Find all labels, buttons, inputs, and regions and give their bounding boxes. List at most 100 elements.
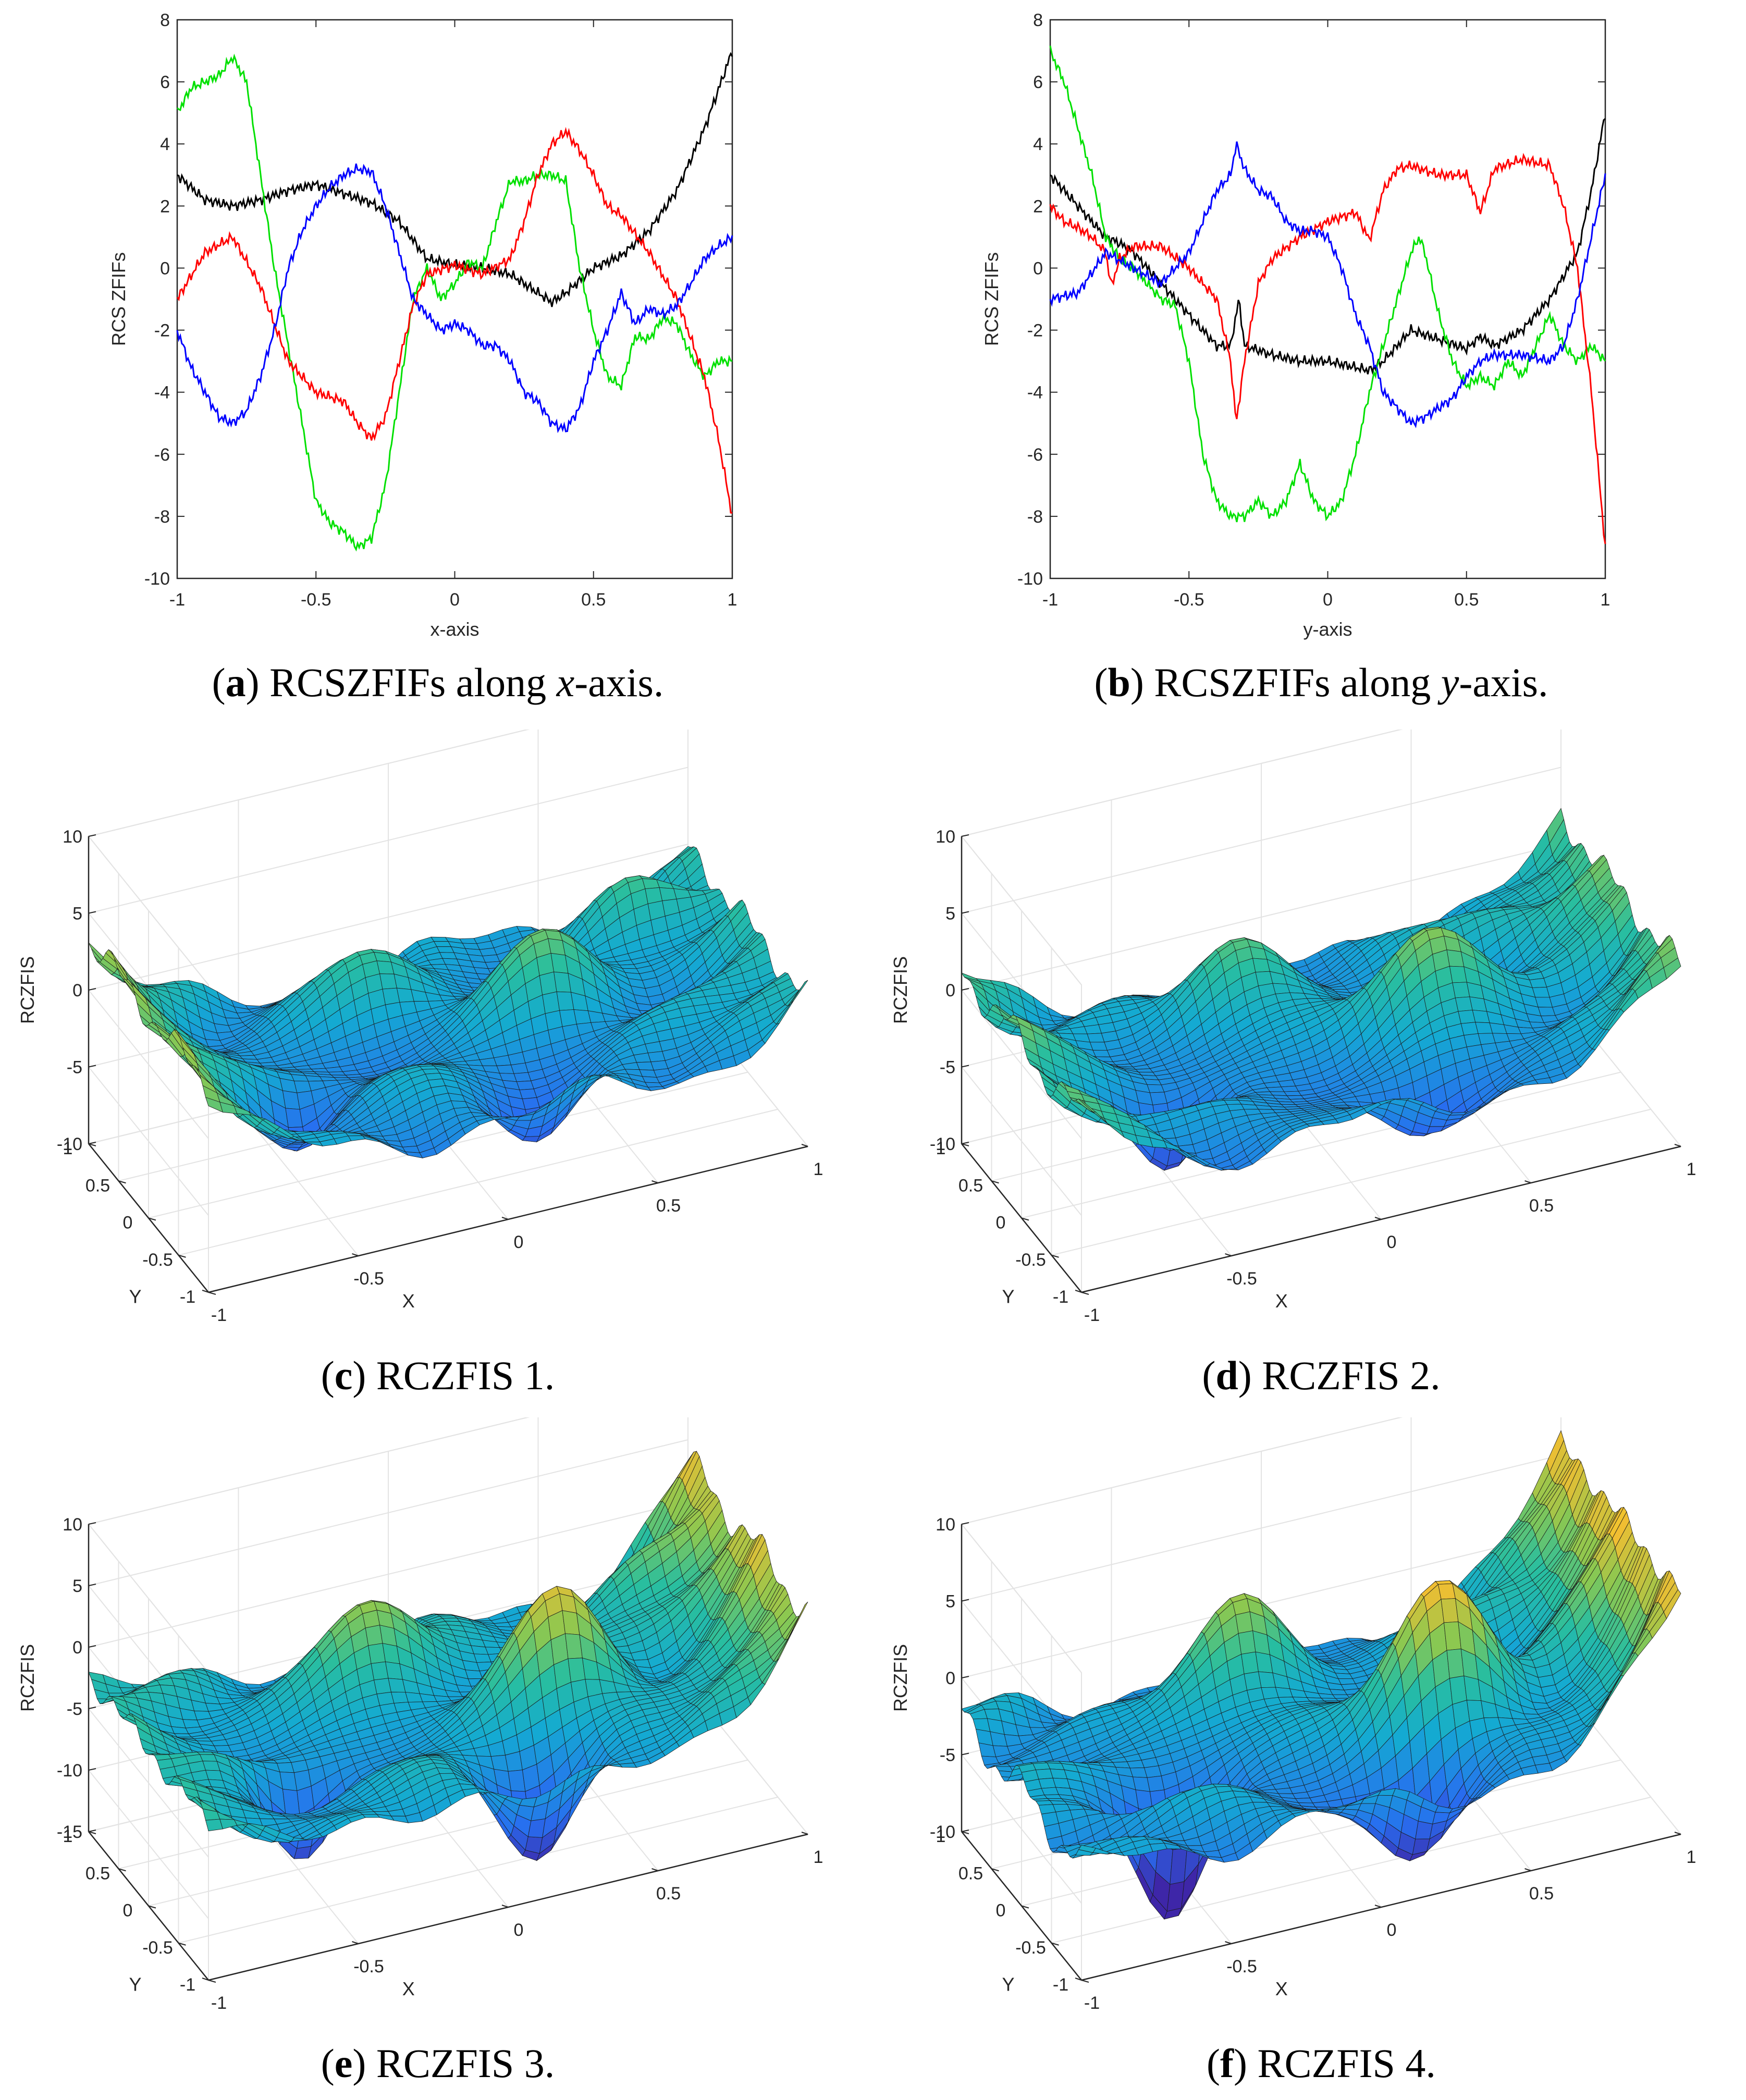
y-tick-label: -0.5 xyxy=(1015,1250,1046,1270)
surface-cell xyxy=(559,1009,577,1027)
surface-cell xyxy=(365,1625,383,1646)
surface-mesh xyxy=(88,1451,808,1861)
y-tick-label: 0 xyxy=(1033,258,1043,278)
x-tick-label: -1 xyxy=(1042,590,1058,610)
z-tick xyxy=(88,1142,96,1144)
x-tick xyxy=(1524,1180,1531,1183)
x-tick-label: -0.5 xyxy=(301,590,331,610)
surface-cell xyxy=(790,980,808,1004)
x-tick-label: 0.5 xyxy=(581,590,606,610)
series-line-2 xyxy=(1049,45,1606,523)
surface-cell xyxy=(1663,957,1681,980)
surface-mesh xyxy=(961,808,1681,1171)
x-axis-label: X xyxy=(1275,1290,1288,1312)
z-tick-label: -10 xyxy=(930,1134,955,1154)
z-tick xyxy=(961,988,969,991)
y-tick-label: 0 xyxy=(160,258,170,278)
x-tick xyxy=(352,1253,359,1256)
x-tick-label: -1 xyxy=(211,1305,227,1325)
x-tick xyxy=(1075,1290,1082,1293)
x-tick xyxy=(202,1290,209,1293)
y-tick-label: -8 xyxy=(154,507,170,527)
z-axis-label: RCZFIS xyxy=(890,956,911,1024)
y-tick-label: -2 xyxy=(154,321,170,341)
y-tick-label: 0.5 xyxy=(85,1176,110,1195)
x-axis-label: y-axis xyxy=(1303,619,1352,640)
surface-mesh xyxy=(88,846,808,1158)
y-tick xyxy=(1051,1254,1059,1258)
y-tick xyxy=(88,1143,96,1146)
y-axis-label: RCS ZFIFs xyxy=(108,252,129,346)
x-tick xyxy=(801,1144,808,1147)
panel-b: -1 -0.5 0 0.5 1 -10 -8 -6 -4 -2 0 2 4 6 8 y-axis RCS ZFI… xyxy=(873,0,1746,724)
y-tick-label: 0 xyxy=(123,1213,133,1233)
x-tick xyxy=(1374,1217,1382,1220)
y-tick xyxy=(118,1180,126,1184)
series-line-3 xyxy=(1049,153,1606,545)
panel-d: -10 -5 0 5 10 RCZFIS -1 -0.5 0 0.5 1 Y -1 -0.5 0 0.5 1 X … xyxy=(873,689,1746,1412)
x-tick xyxy=(1674,1144,1681,1147)
y-tick-label: 1 xyxy=(63,1139,73,1158)
z-tick xyxy=(961,1065,969,1068)
y-tick-label: -6 xyxy=(1027,445,1043,465)
x-tick-label: 0 xyxy=(1387,1232,1397,1252)
panel-c: -10 -5 0 5 10 RCZFIS -1 -0.5 0 0.5 1 Y -1 -0.5 0 0.5 1 X … xyxy=(0,689,873,1412)
y-tick-label: -4 xyxy=(1027,383,1043,403)
y-tick-label: -0.5 xyxy=(142,1250,173,1270)
x-tick-label: -1 xyxy=(169,590,185,610)
y-tick-label: 4 xyxy=(160,134,170,154)
y-tick-label: 8 xyxy=(160,10,170,30)
x-tick-label: 1 xyxy=(1687,1159,1696,1179)
surface-cell xyxy=(510,1063,528,1074)
z-tick-label: -5 xyxy=(940,1058,955,1078)
surface-cell xyxy=(1455,996,1473,1012)
y-tick-label: 1 xyxy=(936,1139,946,1158)
x-tick-label: 0 xyxy=(450,590,460,610)
z-tick-label: 0 xyxy=(945,981,955,1000)
series-line-4 xyxy=(176,163,733,434)
y-tick-label: 2 xyxy=(160,196,170,216)
y-tick xyxy=(991,1180,999,1184)
y-tick-label: -10 xyxy=(1017,569,1043,589)
y-tick xyxy=(1021,1217,1029,1221)
caption-c: (c) RCZFIS 1. xyxy=(321,1353,555,1398)
z-tick xyxy=(88,834,96,837)
x-tick-label: 0.5 xyxy=(1529,1196,1554,1216)
x-tick-label: 0.5 xyxy=(1454,590,1479,610)
x-tick-label: 0.5 xyxy=(656,1196,681,1216)
y-tick-label: 6 xyxy=(1033,72,1043,92)
y-tick xyxy=(148,1217,156,1221)
z-tick-label: 0 xyxy=(72,981,82,1000)
x-tick-label: 1 xyxy=(814,1159,823,1179)
series-line-1 xyxy=(177,52,733,307)
z-tick-label: 10 xyxy=(936,827,955,847)
caption-b: (b) RCSZFIFs along y-axis. xyxy=(1094,660,1548,705)
y-tick-label: 0 xyxy=(996,1213,1006,1233)
series-line-2 xyxy=(176,53,733,552)
z-tick-label: 5 xyxy=(72,904,82,924)
z-tick-label: -10 xyxy=(57,1134,82,1154)
x-tick xyxy=(1225,1253,1232,1256)
x-tick-label: -0.5 xyxy=(1226,1269,1257,1289)
y-tick-label: -1 xyxy=(180,1287,195,1307)
z-tick-label: -5 xyxy=(67,1058,82,1078)
z-tick-label: 10 xyxy=(63,827,82,847)
y-tick xyxy=(961,1143,969,1146)
y-tick-label: -8 xyxy=(1027,507,1043,527)
y-tick-label: -4 xyxy=(154,383,170,403)
y-tick-label: -10 xyxy=(144,569,170,589)
y-tick-label: 4 xyxy=(1033,134,1043,154)
y-tick-label: -2 xyxy=(1027,321,1043,341)
plot-frame xyxy=(1049,19,1606,579)
x-tick-label: 0 xyxy=(1323,590,1333,610)
x-axis-label: x-axis xyxy=(430,619,479,640)
y-tick-label: 2 xyxy=(1033,196,1043,216)
surface-chart-e: -15-10-50510RCZFIS-1-0.500.51Y-1-0.500.5… xyxy=(17,1377,823,2013)
